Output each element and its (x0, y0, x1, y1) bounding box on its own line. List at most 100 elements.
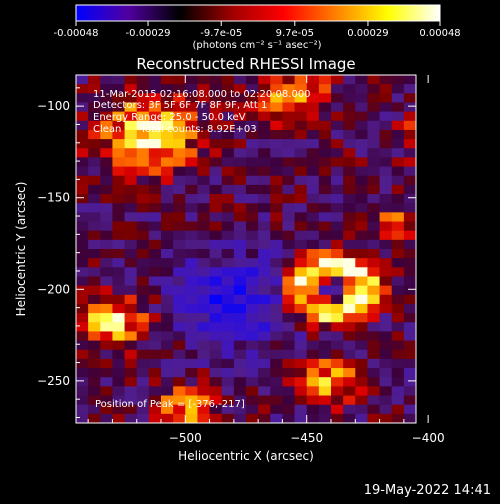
heatmap-cell (124, 203, 138, 213)
heatmap-cell (148, 184, 162, 195)
heatmap-cell (88, 75, 101, 85)
heatmap-cell (403, 84, 416, 94)
heatmap-cell (294, 75, 308, 85)
heatmap-cell (294, 120, 308, 131)
heatmap-cell (148, 368, 162, 378)
heatmap-cell (270, 212, 284, 223)
heatmap-cell (318, 340, 332, 351)
heatmap-cell (294, 84, 308, 94)
heatmap-cell (318, 276, 332, 287)
heatmap-cell (76, 120, 89, 131)
heatmap-cell (209, 331, 223, 342)
heatmap-cell (88, 166, 101, 177)
heatmap-cell (173, 221, 186, 232)
heatmap-cell (403, 111, 416, 122)
heatmap-cell (403, 120, 416, 131)
heatmap-cell (343, 404, 356, 415)
heatmap-cell (270, 166, 284, 177)
heatmap-cell (331, 377, 344, 387)
heatmap-cell (270, 368, 284, 378)
heatmap-cell (282, 358, 296, 369)
heatmap-cell (221, 184, 235, 195)
heatmap-cell (331, 303, 344, 314)
heatmap-cell (294, 322, 308, 333)
heatmap-cell (88, 157, 101, 168)
heatmap-cell (173, 395, 186, 406)
heatmap-cell (209, 212, 223, 223)
heatmap-cell (209, 267, 223, 278)
heatmap-cell (100, 331, 114, 342)
heatmap-cell (148, 313, 162, 323)
heatmap-cell (379, 175, 393, 186)
heatmap-cell (343, 129, 356, 140)
heatmap-cell (100, 75, 114, 85)
heatmap-cell (246, 386, 259, 397)
heatmap-cell (294, 267, 308, 278)
heatmap-cell (88, 203, 101, 213)
heatmap-cell (197, 313, 211, 323)
heatmap-cell (379, 157, 393, 168)
heatmap-cell (270, 294, 284, 305)
heatmap-cell (258, 230, 271, 241)
heatmap-cell (88, 239, 101, 250)
heatmap-cell (318, 413, 332, 423)
heatmap-cell (246, 139, 259, 149)
heatmap-cell (76, 111, 89, 122)
heatmap-cell (100, 148, 114, 159)
heatmap-cell (221, 84, 235, 94)
heatmap-cell (209, 148, 223, 159)
heatmap-cell (367, 322, 381, 333)
heatmap-cell (306, 175, 320, 186)
heatmap-cell (185, 102, 199, 113)
heatmap-cell (355, 340, 369, 351)
heatmap-cell (197, 102, 211, 113)
heatmap-cell (391, 239, 405, 250)
y-tick-label: −150 (37, 191, 70, 205)
heatmap-cell (221, 239, 235, 250)
heatmap-cell (391, 349, 405, 360)
heatmap-cell (331, 111, 344, 122)
heatmap-cell (173, 194, 186, 204)
heatmap-cell (306, 358, 320, 369)
heatmap-cell (233, 368, 247, 378)
heatmap-cell (161, 267, 174, 278)
heatmap-cell (112, 194, 126, 204)
heatmap-cell (270, 75, 284, 85)
heatmap-cell (100, 84, 114, 94)
heatmap-cell (88, 349, 101, 360)
heatmap-cell (233, 148, 247, 159)
colorbar (75, 4, 441, 22)
heatmap-cell (331, 212, 344, 223)
heatmap-cell (258, 194, 271, 204)
heatmap-cell (221, 221, 235, 232)
heatmap-cell (318, 377, 332, 387)
heatmap-cell (161, 258, 174, 268)
heatmap-cell (161, 184, 174, 195)
heatmap-cell (233, 249, 247, 259)
heatmap-cell (391, 395, 405, 406)
heatmap-cell (173, 331, 186, 342)
heatmap-cell (221, 139, 235, 149)
heatmap-cell (331, 285, 344, 296)
heatmap-cell (88, 386, 101, 397)
heatmap-cell (100, 303, 114, 314)
heatmap-cell (76, 166, 89, 177)
heatmap-cell (124, 93, 138, 104)
heatmap-cell (197, 203, 211, 213)
heatmap-cell (294, 395, 308, 406)
heatmap-cell (246, 111, 259, 122)
heatmap-cell (246, 322, 259, 333)
heatmap-cell (221, 386, 235, 397)
heatmap-cell (355, 221, 369, 232)
heatmap-cell (112, 377, 126, 387)
heatmap-cell (379, 267, 393, 278)
heatmap-cell (209, 340, 223, 351)
heatmap-cell (367, 166, 381, 177)
heatmap-cell (318, 203, 332, 213)
heatmap-cell (331, 276, 344, 287)
heatmap-cell (185, 120, 199, 131)
heatmap-cell (270, 413, 284, 423)
heatmap-cell (318, 285, 332, 296)
heatmap-cell (391, 194, 405, 204)
